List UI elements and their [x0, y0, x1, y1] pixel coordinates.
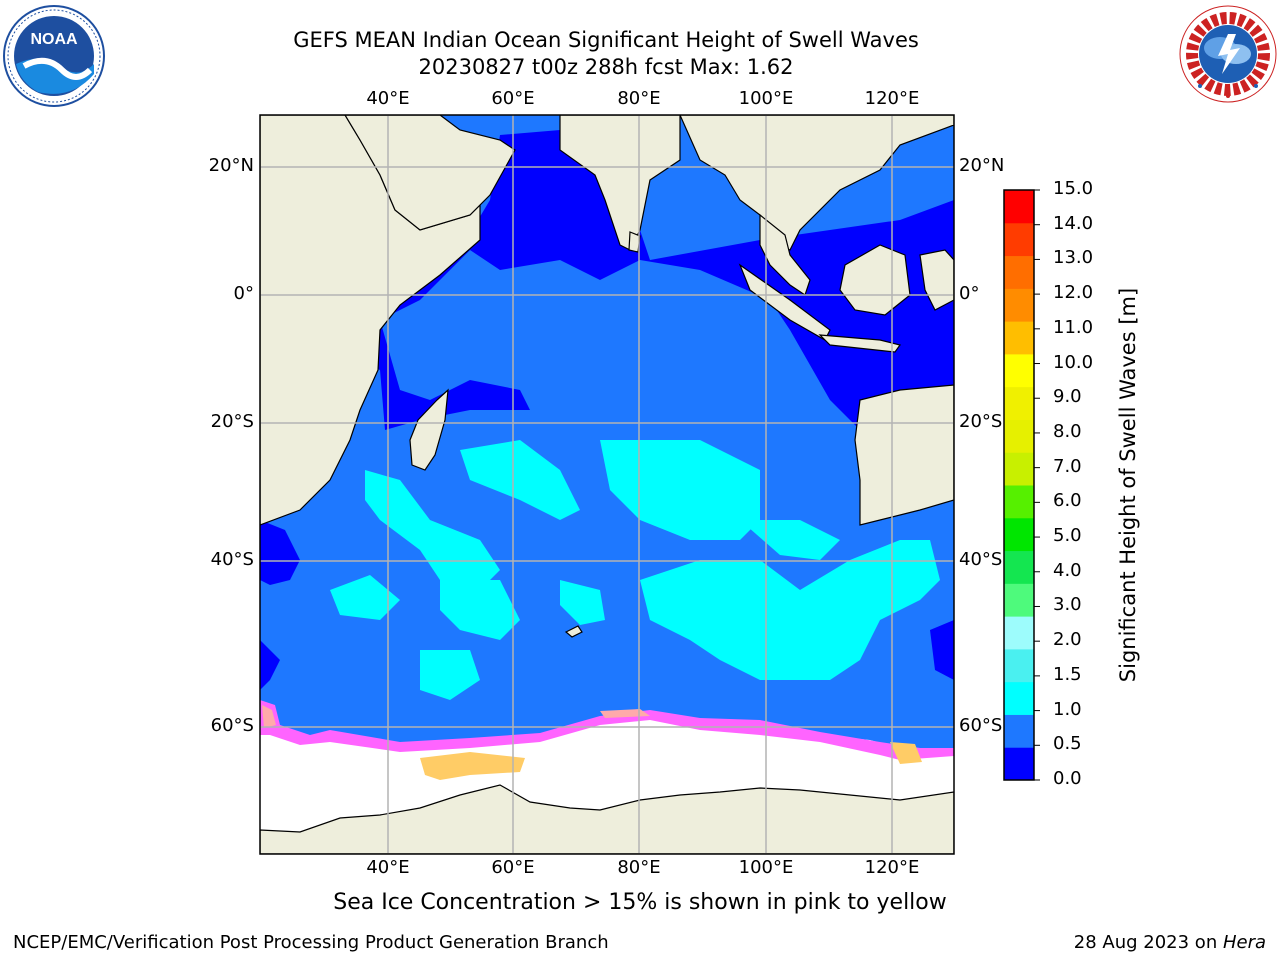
lon-label-bottom: 40°E [366, 857, 410, 878]
svg-text:NOAA: NOAA [30, 31, 78, 48]
colorbar-bin [1004, 222, 1034, 257]
colorbar-title: Significant Height of Swell Waves [m] [1116, 287, 1140, 683]
lat-label-left: 60°S [210, 715, 254, 736]
colorbar-tick-label: 15.0 [1053, 178, 1094, 199]
colorbar-bin [1004, 714, 1034, 748]
colorbar-tick-label: 12.0 [1053, 282, 1094, 304]
lon-label-bottom: 80°E [617, 857, 661, 878]
colorbar-bin [1004, 517, 1034, 552]
colorbar-tick-label: 6.0 [1053, 490, 1082, 512]
colorbar-bin [1004, 190, 1034, 224]
lon-label-bottom: 120°E [864, 857, 920, 878]
map-title: GEFS MEAN Indian Ocean Significant Heigh… [293, 28, 919, 52]
colorbar-bin [1004, 255, 1034, 289]
lon-label-top: 60°E [491, 88, 535, 109]
colorbar-tick-label: 3.0 [1053, 594, 1082, 616]
lat-label-right: 0° [959, 283, 980, 304]
gridlines [260, 115, 954, 854]
lat-label-left: 20°S [210, 411, 254, 432]
footer-date-text: 28 Aug 2023 on [1073, 932, 1223, 953]
colorbar-bin [1004, 452, 1034, 486]
colorbar-bin [1004, 288, 1034, 322]
lat-label-right: 60°S [959, 715, 1003, 736]
colorbar-tick-label: 9.0 [1053, 386, 1082, 408]
colorbar-tick-label: 1.0 [1053, 698, 1082, 720]
lon-label-bottom: 100°E [738, 857, 794, 878]
footer-host: Hera [1222, 932, 1266, 953]
lon-label-bottom: 60°E [491, 857, 535, 878]
colorbar-tick-label: 0.0 [1053, 768, 1082, 789]
colorbar-tick-label: 2.0 [1053, 629, 1082, 651]
lon-label-top: 120°E [864, 88, 920, 109]
colorbar-tick-label: 10.0 [1053, 351, 1094, 373]
colorbar-tick-label: 13.0 [1053, 247, 1094, 269]
colorbar-tick-label: 4.0 [1053, 559, 1082, 581]
map-border [259, 114, 955, 855]
swell-band-0-0.5 [260, 130, 954, 690]
lon-label-top: 40°E [366, 88, 410, 109]
colorbar-bin [1004, 747, 1034, 781]
lat-label-left: 40°S [210, 549, 254, 570]
lon-label-top: 80°E [617, 88, 661, 109]
colorbar-tick-label: 1.5 [1053, 663, 1082, 685]
colorbar-bin [1004, 386, 1034, 420]
lat-label-left: 20°N [208, 155, 254, 176]
lat-label-right: 40°S [959, 549, 1003, 570]
colorbar-bin [1004, 681, 1034, 715]
colorbar-tick-label: 11.0 [1053, 316, 1094, 338]
noaa-logo: NOAA [3, 5, 105, 107]
lat-label-right: 20°N [959, 155, 1005, 176]
swell-band-1.0-1.5 [330, 440, 940, 700]
colorbar-bin [1004, 648, 1034, 683]
colorbar-bin [1004, 419, 1034, 453]
nws-logo [1179, 5, 1277, 103]
colorbar-tick-label: 5.0 [1053, 525, 1082, 547]
colorbar-bin [1004, 485, 1034, 519]
lat-label-left: 0° [233, 283, 254, 304]
colorbar-border [1003, 189, 1035, 781]
colorbar-bin [1004, 583, 1034, 617]
sea-ice-edge [260, 700, 954, 780]
lon-label-top: 100°E [738, 88, 794, 109]
colorbar-tick-label: 8.0 [1053, 420, 1082, 442]
colorbar-bin [1004, 550, 1034, 584]
map-subtitle: 20230827 t00z 288h fcst Max: 1.62 [418, 55, 794, 79]
colorbar [1003, 189, 1040, 781]
footer-credit: NCEP/EMC/Verification Post Processing Pr… [13, 932, 609, 953]
colorbar-tick-label: 0.5 [1053, 733, 1082, 755]
footer-date: 28 Aug 2023 on Hera [1074, 932, 1266, 953]
colorbar-bin [1004, 616, 1034, 650]
lat-label-right: 20°S [959, 411, 1003, 432]
colorbar-bin [1004, 353, 1034, 388]
colorbar-tick-label: 14.0 [1053, 212, 1094, 234]
colorbar-bin [1004, 321, 1034, 355]
sea-ice-note: Sea Ice Concentration > 15% is shown in … [333, 890, 947, 915]
colorbar-tick-label: 7.0 [1053, 455, 1082, 477]
